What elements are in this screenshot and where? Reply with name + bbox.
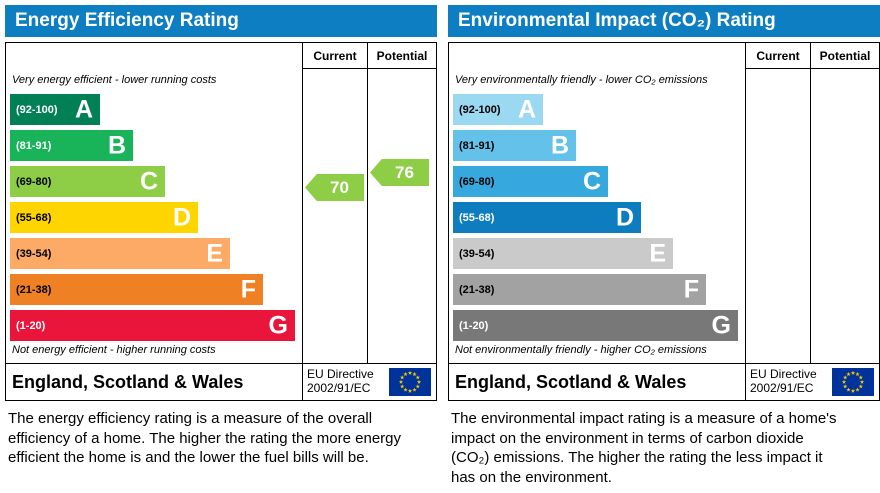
band-row-d: (55-68) D: [453, 202, 745, 233]
top-note: Very environmentally friendly - lower CO…: [455, 74, 708, 86]
column-header-spacer: [449, 43, 745, 69]
band-row-f: (21-38) F: [453, 274, 745, 305]
band-letter: A: [517, 95, 536, 123]
co2-chart: Current Potential Very environmentally f…: [448, 42, 880, 401]
band-range: (1-20): [16, 319, 46, 332]
band-range: (39-54): [16, 247, 52, 260]
current-column: 70: [302, 69, 367, 363]
energy-rating-panel: Energy Efficiency Rating Current Potenti…: [5, 5, 437, 487]
region-label: England, Scotland & Wales: [455, 371, 687, 392]
column-header-spacer: [6, 43, 302, 69]
band-range: (21-38): [16, 283, 52, 296]
band-letter: F: [683, 275, 699, 303]
potential-column-header: Potential: [810, 43, 879, 69]
band-letter: B: [550, 131, 569, 159]
band-row-f: (21-38) F: [10, 274, 302, 305]
energy-description: The energy efficiency rating is a measur…: [8, 410, 402, 466]
eu-flag-icon: [389, 368, 431, 396]
current-column: [745, 69, 810, 363]
band-range: (69-80): [459, 175, 495, 188]
band-range: (69-80): [16, 175, 52, 188]
eu-directive-label: EU Directive 2002/91/EC: [750, 367, 817, 395]
current-column-header: Current: [745, 43, 810, 69]
band-row-c: (69-80) C: [453, 166, 745, 197]
band-row-a: (92-100) A: [10, 94, 302, 125]
band-range: (55-68): [459, 211, 495, 224]
band-letter: B: [107, 131, 126, 159]
band-letter: G: [711, 311, 731, 339]
eu-flag-icon: [832, 368, 874, 396]
current-column-header: Current: [302, 43, 367, 69]
potential-column: 76: [367, 69, 436, 363]
rating-bands: (92-100) A (81-91) B (69-80) C (55-68) D (39…: [453, 94, 745, 341]
bottom-note: Not energy efficient - higher running co…: [12, 344, 216, 356]
band-letter: G: [268, 311, 288, 339]
band-row-b: (81-91) B: [10, 130, 302, 161]
band-range: (55-68): [16, 211, 52, 224]
band-range: (92-100): [459, 103, 501, 116]
bottom-note: Not environmentally friendly - higher CO…: [455, 344, 707, 356]
column-header-row: Current Potential: [449, 43, 879, 69]
band-row-d: (55-68) D: [10, 202, 302, 233]
potential-column-header: Potential: [367, 43, 436, 69]
current-rating-arrow: 70: [305, 174, 364, 201]
chart-footer: England, Scotland & Wales EU Directive 2…: [449, 363, 879, 400]
co2-rating-panel: Environmental Impact (CO₂) Rating Curren…: [448, 5, 880, 487]
potential-rating-arrow: 76: [370, 159, 429, 186]
band-letter: D: [172, 203, 191, 231]
potential-column: [810, 69, 879, 363]
band-letter: A: [74, 95, 93, 123]
band-letter: E: [649, 239, 666, 267]
eu-directive-label: EU Directive 2002/91/EC: [307, 367, 374, 395]
region-label: England, Scotland & Wales: [12, 371, 244, 392]
band-letter: E: [206, 239, 223, 267]
top-note: Very energy efficient - lower running co…: [12, 74, 217, 86]
band-letter: C: [139, 167, 158, 195]
band-row-e: (39-54) E: [10, 238, 302, 269]
band-row-c: (69-80) C: [10, 166, 302, 197]
band-range: (81-91): [16, 139, 52, 152]
column-header-row: Current Potential: [6, 43, 436, 69]
band-letter: D: [615, 203, 634, 231]
band-letter: F: [240, 275, 256, 303]
band-letter: C: [582, 167, 601, 195]
band-row-g: (1-20) G: [453, 310, 745, 341]
energy-chart: Current Potential Very energy efficient …: [5, 42, 437, 401]
chart-footer: England, Scotland & Wales EU Directive 2…: [6, 363, 436, 400]
band-range: (1-20): [459, 319, 489, 332]
band-range: (21-38): [459, 283, 495, 296]
band-row-e: (39-54) E: [453, 238, 745, 269]
band-range: (81-91): [459, 139, 495, 152]
band-range: (39-54): [459, 247, 495, 260]
co2-rating-title: Environmental Impact (CO₂) Rating: [448, 5, 880, 37]
band-row-g: (1-20) G: [10, 310, 302, 341]
band-row-b: (81-91) B: [453, 130, 745, 161]
band-row-a: (92-100) A: [453, 94, 745, 125]
energy-rating-title: Energy Efficiency Rating: [5, 5, 437, 37]
band-range: (92-100): [16, 103, 58, 116]
rating-bands: (92-100) A (81-91) B (69-80) C (55-68) D (39…: [10, 94, 302, 341]
co2-description: The environmental impact rating is a mea…: [451, 410, 837, 486]
